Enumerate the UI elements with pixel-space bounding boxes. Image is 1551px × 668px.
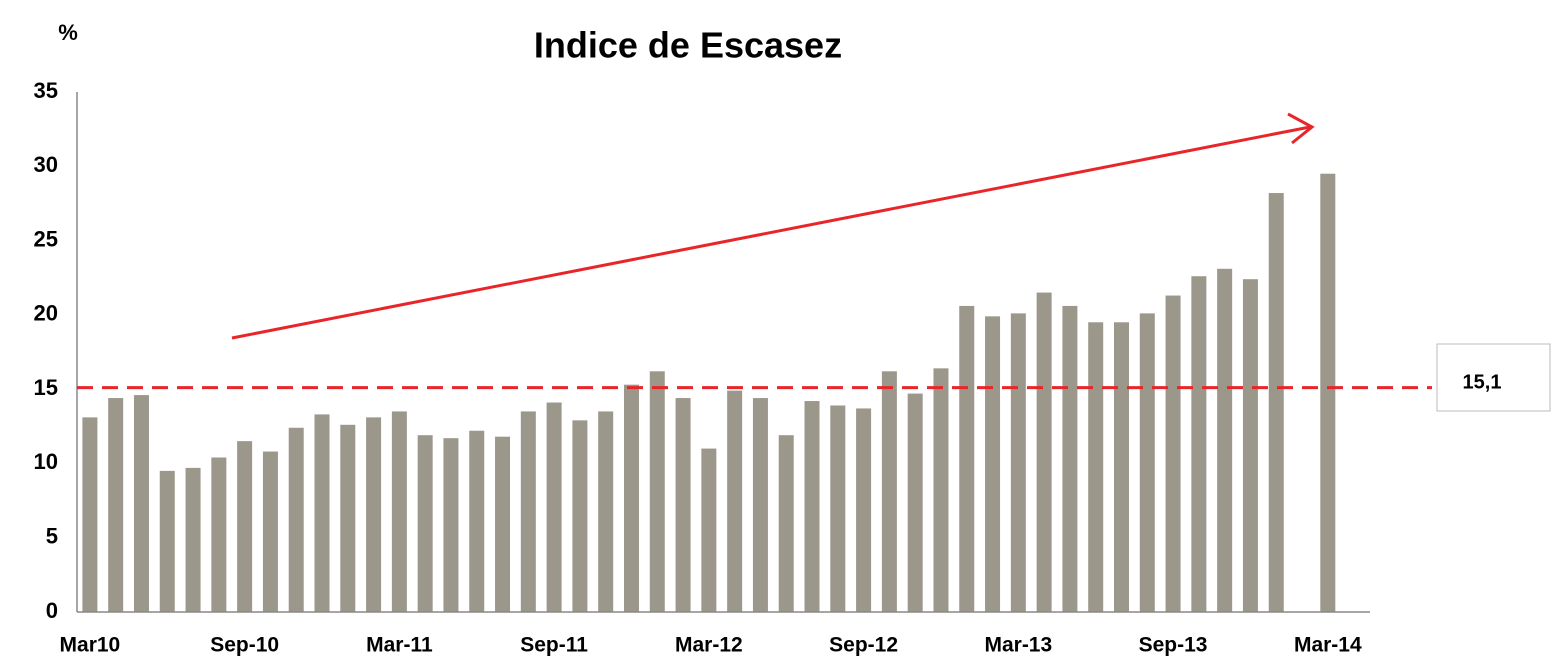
bar [804,401,820,612]
x-tick-label: Mar-11 [366,634,433,657]
bar [572,420,588,612]
bar [417,435,433,612]
x-tick-label: Mar10 [60,634,121,657]
x-tick-label: Sep-11 [520,634,588,657]
bar [1320,173,1336,612]
bar [262,451,278,612]
bar [1165,295,1181,612]
bar [1088,322,1104,612]
bar [82,417,98,612]
bar [520,411,536,612]
bar [752,398,768,612]
bar [830,405,846,612]
bar [1062,305,1078,612]
bar [469,430,485,612]
bar [933,368,949,612]
bar [159,470,175,612]
x-tick-label: Mar-14 [1294,634,1362,657]
y-unit: % [58,20,78,45]
trend-arrow [231,125,1311,340]
bar [675,398,691,612]
bar [185,467,201,612]
bar [881,371,897,612]
x-tick-label: Sep-13 [1139,634,1208,657]
bar [985,316,1001,612]
bar [1217,268,1233,612]
bar [727,390,743,612]
bar [1113,322,1129,612]
bar [366,417,382,612]
bar [288,427,304,612]
chart-title: Indice de Escasez [534,25,842,66]
bar [959,305,975,612]
bar [211,457,227,612]
y-tick-label: 5 [46,524,58,549]
bar [495,436,511,612]
bar [778,435,794,612]
y-tick-label: 20 [34,301,58,326]
bar [1191,276,1207,612]
bar [314,414,330,612]
bar [701,448,717,612]
y-tick-label: 10 [34,449,58,474]
bar [907,393,923,612]
x-tick-label: Sep-10 [210,634,279,657]
bar [546,402,562,612]
y-tick-label: 30 [34,152,58,177]
bar [1036,292,1052,612]
bar [237,441,253,612]
bar [598,411,614,612]
bar [1268,193,1284,612]
bar [133,395,149,612]
bar [1139,313,1155,612]
bar [108,398,124,612]
reference-label-box [1436,343,1551,412]
y-tick-label: 35 [34,78,58,103]
y-tick-label: 0 [46,598,58,623]
arrow-head [1287,112,1315,145]
bar [623,384,639,612]
y-tick-label: 25 [34,226,58,251]
reference-label: 15,1 [1463,371,1502,393]
bar [649,371,665,612]
x-tick-label: Mar-13 [984,634,1052,657]
bar [1242,279,1258,612]
bar [856,408,872,612]
bar [1010,313,1026,612]
bar [340,424,356,612]
x-tick-label: Mar-12 [675,634,743,657]
x-tick-label: Sep-12 [829,634,898,657]
y-tick-label: 15 [34,375,58,400]
bar [443,438,459,612]
bar [391,411,407,612]
